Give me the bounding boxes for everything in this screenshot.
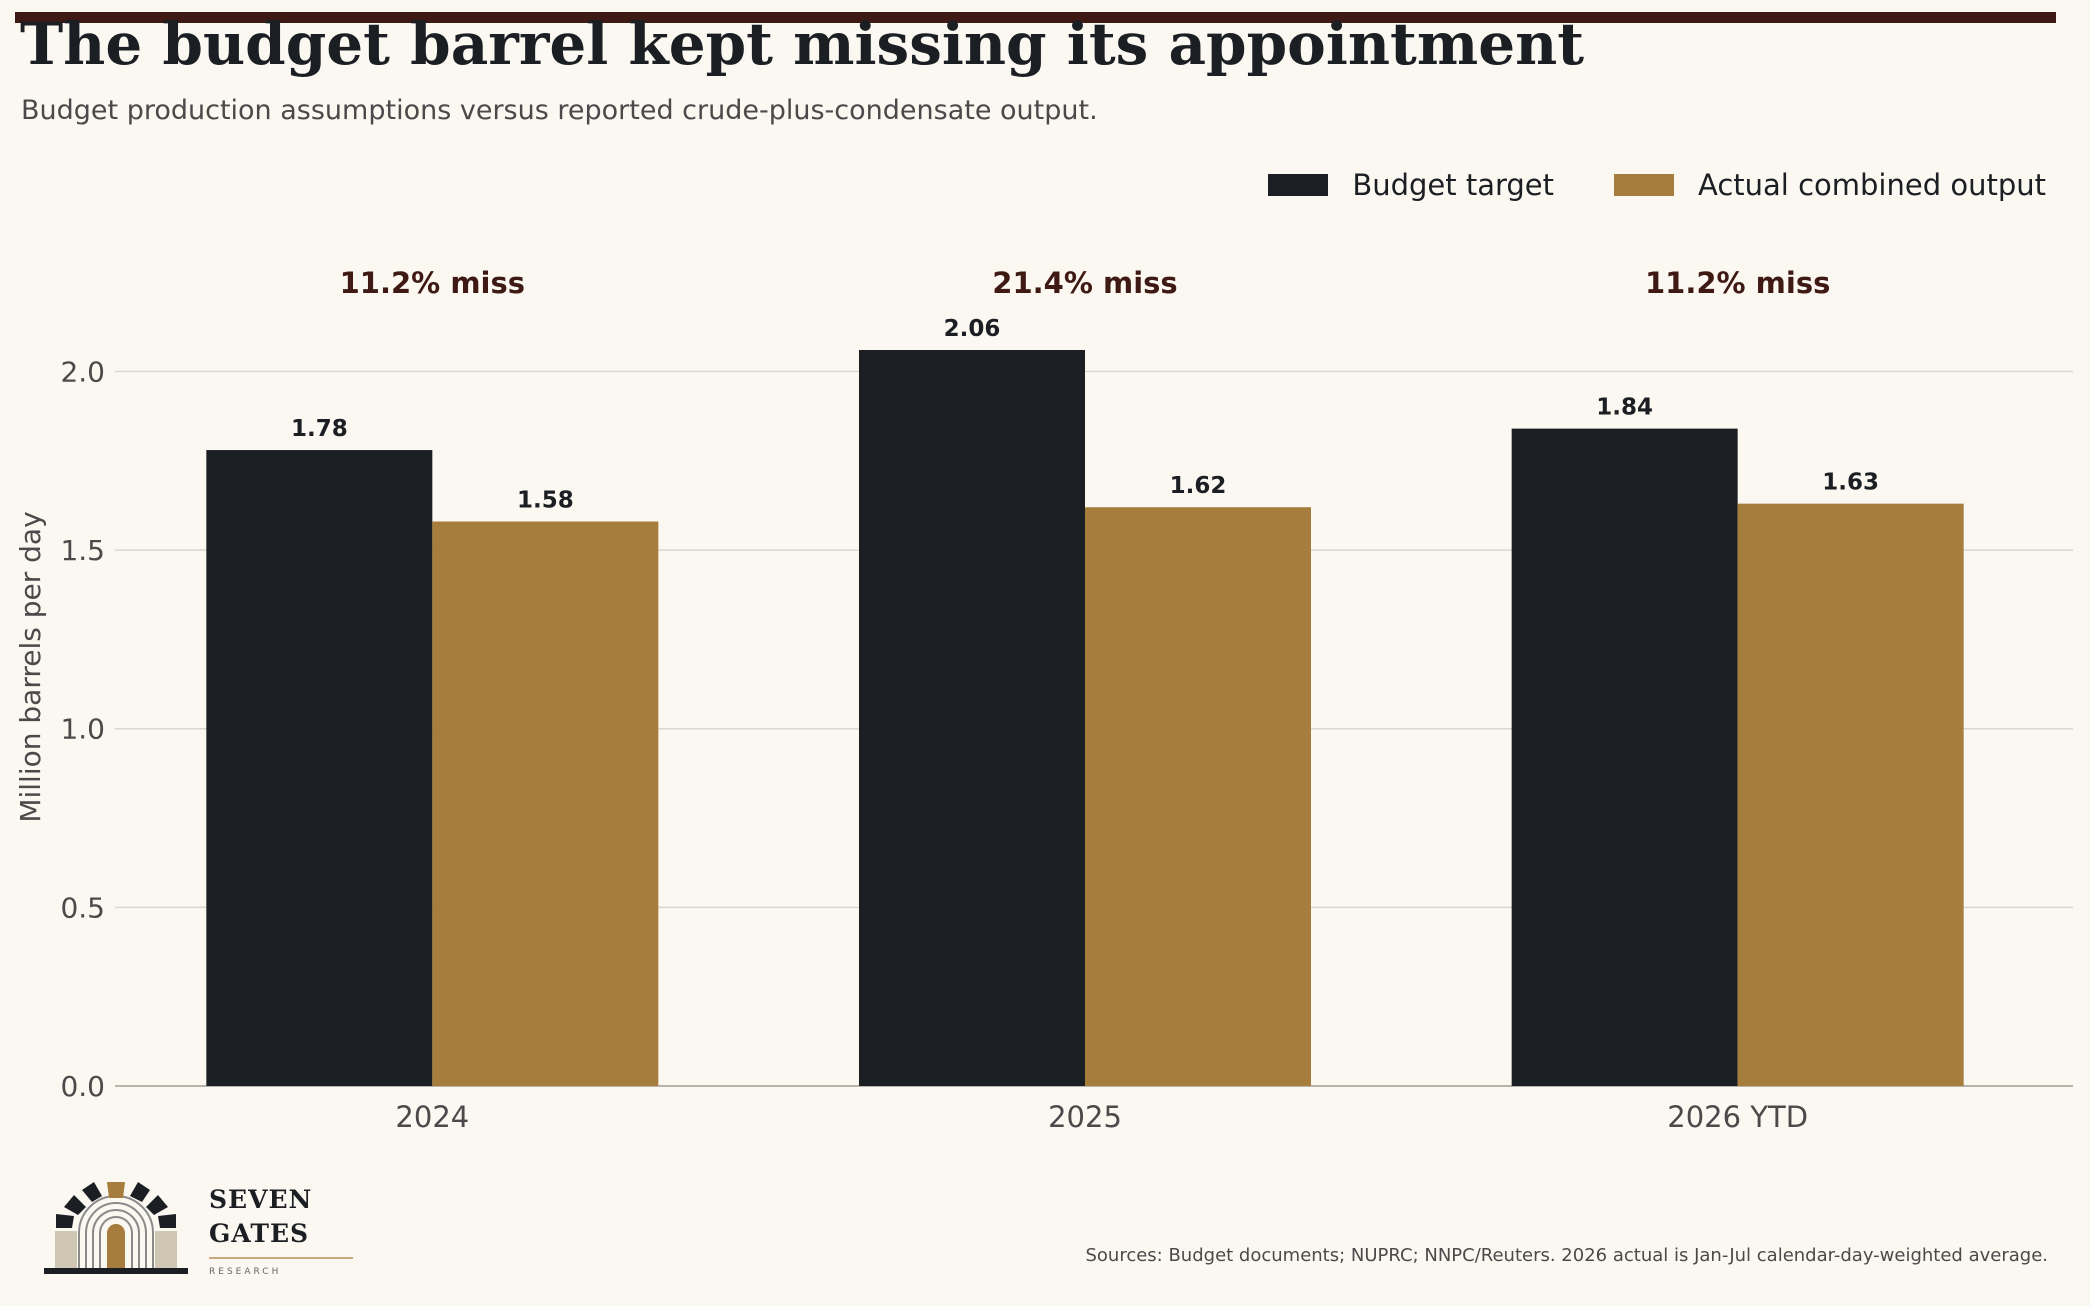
legend-label-budget: Budget target xyxy=(1352,168,1555,202)
legend-item-actual: Actual combined output xyxy=(1614,168,2046,202)
bar-chart: 0.0 0.5 1.0 1.5 2.0 1.78 1.58 2024 11.2% miss 2.0… xyxy=(14,266,2073,1134)
data-label: 1.78 xyxy=(291,416,348,442)
logo-word-seven: SEVEN xyxy=(209,1185,313,1214)
y-tick-label: 1.0 xyxy=(60,713,105,746)
bar-budget xyxy=(859,350,1085,1086)
bar-budget xyxy=(206,450,433,1086)
logo-underline xyxy=(209,1257,353,1259)
bar-actual xyxy=(432,521,659,1086)
legend-swatch-actual xyxy=(1614,174,1675,196)
y-tick-label: 0.5 xyxy=(60,891,105,924)
data-label: 1.58 xyxy=(517,488,574,514)
legend: Budget target Actual combined output xyxy=(1208,168,2046,202)
data-label: 1.84 xyxy=(1596,395,1653,421)
top-rule xyxy=(15,12,2056,23)
bar-budget xyxy=(1511,428,1738,1087)
x-tick-label: 2024 xyxy=(395,1100,469,1134)
data-label: 1.63 xyxy=(1822,470,1879,496)
y-tick-label: 0.0 xyxy=(60,1070,105,1103)
x-tick-label: 2025 xyxy=(1048,1100,1122,1134)
data-label: 2.06 xyxy=(944,316,1001,342)
gate-arch-icon xyxy=(44,1182,188,1274)
legend-item-budget: Budget target xyxy=(1268,168,1554,202)
page-subtitle: Budget production assumptions versus rep… xyxy=(21,95,1098,126)
bar-actual xyxy=(1085,507,1311,1087)
source-note: Sources: Budget documents; NUPRC; NNPC/R… xyxy=(1085,1245,2048,1266)
x-tick-label: 2026 YTD xyxy=(1667,1100,1808,1134)
logo-word-gates: GATES xyxy=(209,1219,310,1248)
logo-word-research: RESEARCH xyxy=(209,1267,282,1277)
y-tick-label: 1.5 xyxy=(60,534,105,567)
page-title: The budget barrel kept missing its appoi… xyxy=(20,10,1585,78)
brand-logo: SEVEN GATES RESEARCH xyxy=(44,1165,353,1280)
miss-annotation: 11.2% miss xyxy=(1645,266,1830,300)
bar-actual xyxy=(1737,503,1964,1086)
miss-annotation: 11.2% miss xyxy=(340,266,525,300)
data-label: 1.62 xyxy=(1170,473,1227,499)
y-axis-title: Million barrels per day xyxy=(14,511,47,822)
miss-annotation: 21.4% miss xyxy=(992,266,1177,300)
y-tick-label: 2.0 xyxy=(60,355,105,388)
legend-label-actual: Actual combined output xyxy=(1698,168,2046,202)
legend-swatch-budget xyxy=(1268,174,1329,196)
